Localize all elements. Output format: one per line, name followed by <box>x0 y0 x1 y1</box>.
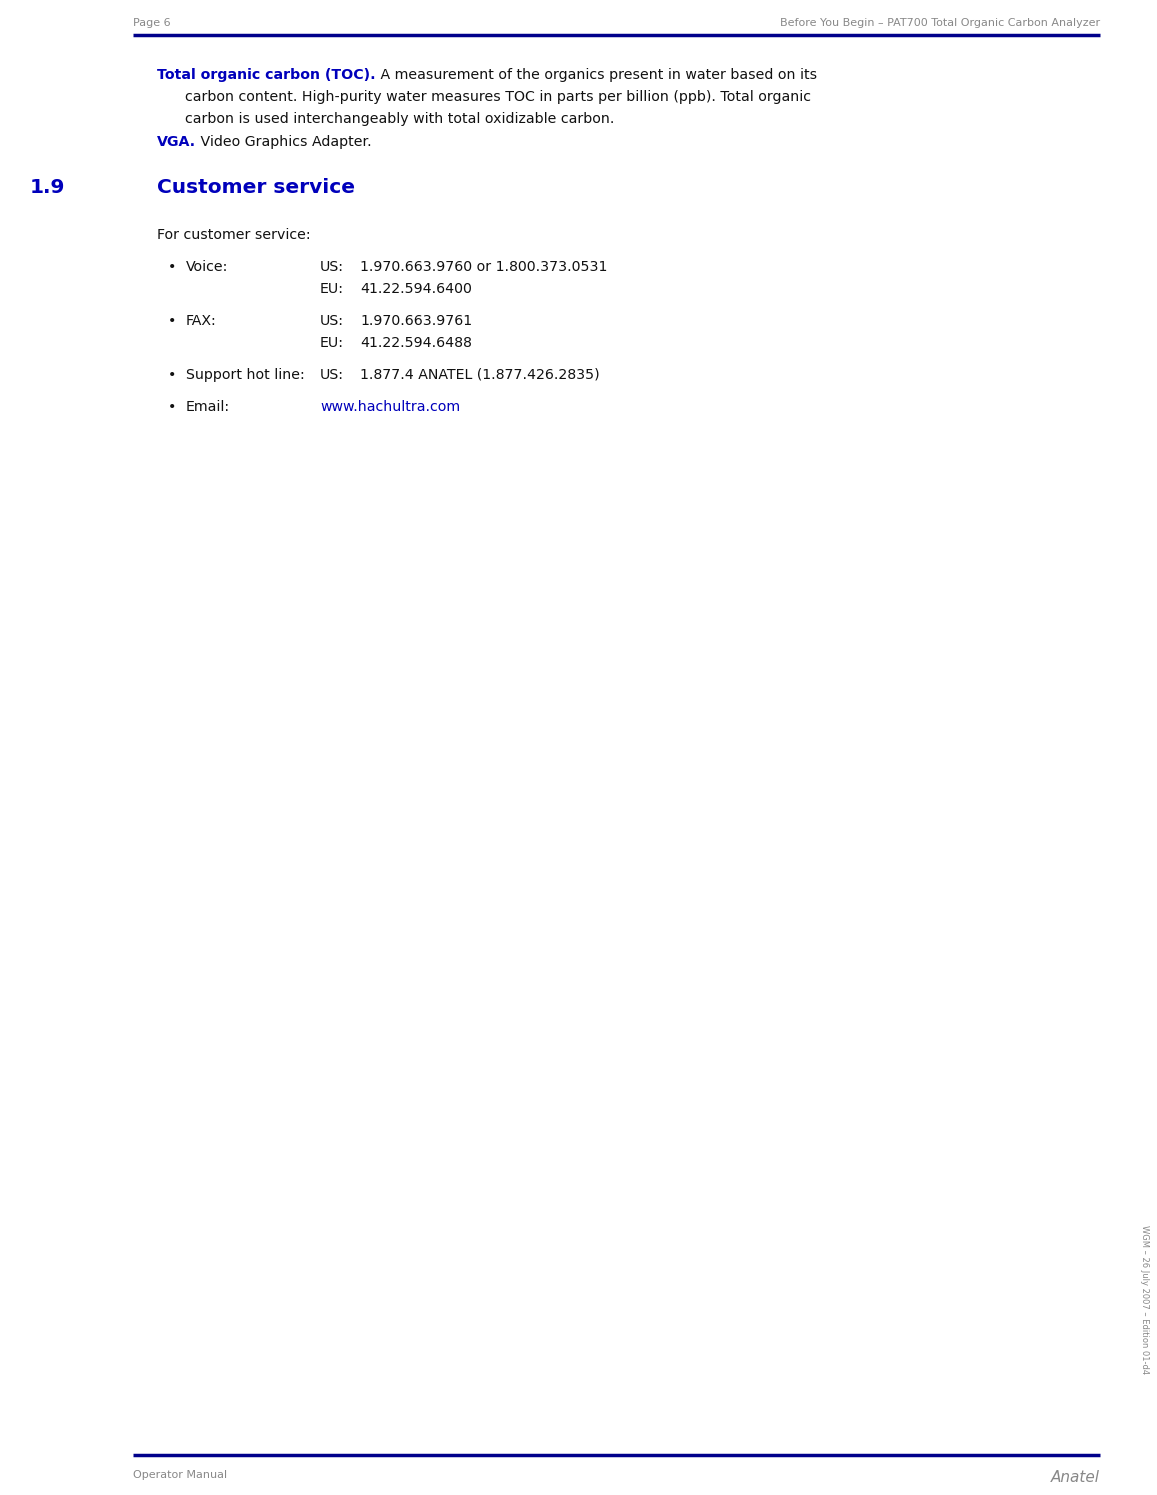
Text: EU:: EU: <box>320 283 344 296</box>
Text: Before You Begin – PAT700 Total Organic Carbon Analyzer: Before You Begin – PAT700 Total Organic … <box>780 18 1100 28</box>
Text: •: • <box>168 260 176 274</box>
Text: Voice:: Voice: <box>186 260 228 274</box>
Text: VGA.: VGA. <box>157 135 197 150</box>
Text: 1.970.663.9760 or 1.800.373.0531: 1.970.663.9760 or 1.800.373.0531 <box>360 260 607 274</box>
Text: •: • <box>168 314 176 327</box>
Text: Support hot line:: Support hot line: <box>186 368 304 383</box>
Text: Operator Manual: Operator Manual <box>133 1470 227 1480</box>
Text: www.hachultra.com: www.hachultra.com <box>320 401 460 414</box>
Text: Customer service: Customer service <box>157 178 355 197</box>
Text: A measurement of the organics present in water based on its: A measurement of the organics present in… <box>376 67 817 82</box>
Text: Total organic carbon (TOC).: Total organic carbon (TOC). <box>157 67 376 82</box>
Text: US:: US: <box>320 314 344 327</box>
Text: 41.22.594.6400: 41.22.594.6400 <box>360 283 472 296</box>
Text: EU:: EU: <box>320 336 344 350</box>
Text: 1.9: 1.9 <box>30 178 66 197</box>
Text: carbon is used interchangeably with total oxidizable carbon.: carbon is used interchangeably with tota… <box>185 112 614 126</box>
Text: 41.22.594.6488: 41.22.594.6488 <box>360 336 472 350</box>
Text: Anatel: Anatel <box>1051 1470 1100 1485</box>
Text: Page 6: Page 6 <box>133 18 170 28</box>
Text: •: • <box>168 368 176 383</box>
Text: US:: US: <box>320 260 344 274</box>
Text: WGM – 26 July 2007 – Edition 01-d4: WGM – 26 July 2007 – Edition 01-d4 <box>1141 1226 1150 1374</box>
Text: FAX:: FAX: <box>186 314 216 327</box>
Text: 1.877.4 ANATEL (1.877.426.2835): 1.877.4 ANATEL (1.877.426.2835) <box>360 368 599 383</box>
Text: US:: US: <box>320 368 344 383</box>
Text: carbon content. High-purity water measures TOC in parts per billion (ppb). Total: carbon content. High-purity water measur… <box>185 90 811 105</box>
Text: Video Graphics Adapter.: Video Graphics Adapter. <box>197 135 371 150</box>
Text: Email:: Email: <box>186 401 230 414</box>
Text: •: • <box>168 401 176 414</box>
Text: For customer service:: For customer service: <box>157 229 310 242</box>
Text: 1.970.663.9761: 1.970.663.9761 <box>360 314 472 327</box>
